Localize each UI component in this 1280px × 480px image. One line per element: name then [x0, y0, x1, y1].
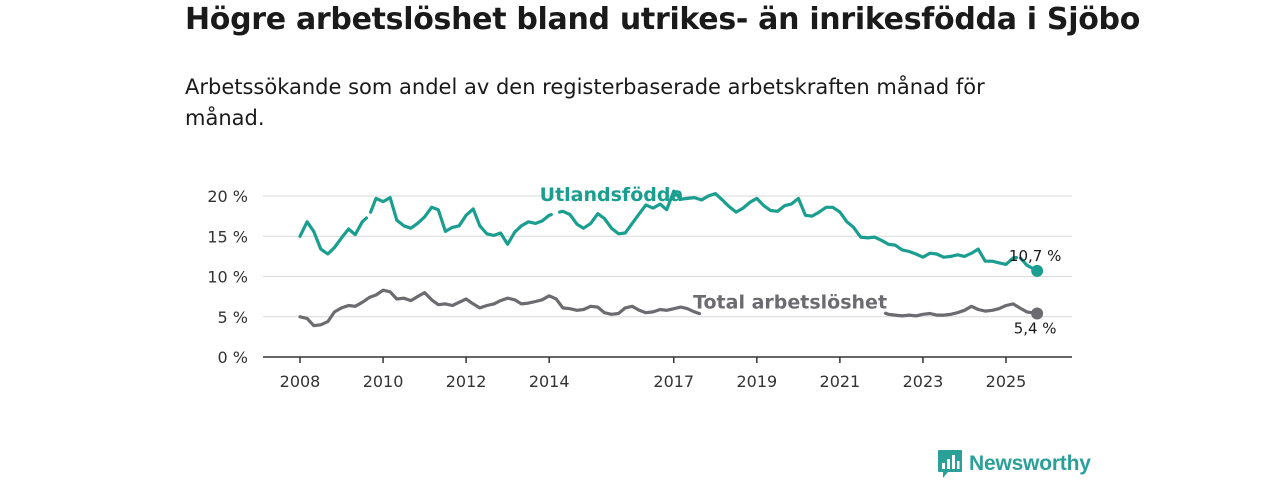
brand-name: Newsworthy	[969, 452, 1091, 475]
x-axis: 2008 2010 2012 2014 2017 2019 2021 2023 2025	[263, 356, 1072, 391]
chart-subtitle: Arbetssökande som andel av den registerb…	[185, 75, 985, 130]
series-line-total-arbetsl-shet	[298, 288, 702, 328]
x-tick-label: 2019	[736, 372, 777, 391]
brand-logo: Newsworthy	[937, 449, 1091, 479]
series-labels: Utlandsfödda Total arbetslöshet	[540, 184, 887, 314]
end-value-label-utlandsf-dda: 10,7 %	[1009, 247, 1061, 265]
x-tick-label: 2023	[903, 372, 944, 391]
x-tick-label: 2017	[653, 372, 694, 391]
end-value-label-total-arbetsl-shet: 5,4 %	[1014, 320, 1057, 338]
y-tick-label: 0 %	[218, 348, 248, 367]
series-lines	[298, 189, 1039, 328]
y-tick-label: 5 %	[218, 308, 248, 327]
grid-lines	[263, 195, 1072, 318]
x-tick-label: 2025	[986, 372, 1027, 391]
x-tick-label: 2008	[280, 372, 321, 391]
y-tick-label: 10 %	[207, 268, 248, 287]
y-tick-label: 15 %	[207, 227, 248, 246]
y-axis-ticks: 0 % 5 % 10 % 15 % 20 %	[207, 187, 248, 367]
series-line-utlandsf-dda	[558, 189, 1018, 266]
x-tick-label: 2014	[529, 372, 570, 391]
newsworthy-logo-icon	[938, 450, 962, 478]
x-tick-label: 2012	[446, 372, 487, 391]
series-line-utlandsf-dda	[369, 196, 553, 246]
series-line-utlandsf-dda	[298, 216, 368, 256]
chart-title: Högre arbetslöshet bland utrikes- än inr…	[185, 2, 1141, 37]
series-label-total-arbetsl-shet: Total arbetslöshet	[693, 292, 887, 314]
y-tick-label: 20 %	[207, 187, 248, 206]
endpoint-dot-total-arbetsl-shet	[1031, 307, 1044, 320]
series-label-utlandsf-dda: Utlandsfödda	[540, 184, 684, 206]
x-tick-label: 2021	[820, 372, 861, 391]
series-line-total-arbetsl-shet	[884, 302, 1039, 318]
series-endpoints: 10,7 % 5,4 %	[1009, 247, 1061, 338]
x-tick-label: 2010	[363, 372, 404, 391]
endpoint-dot-utlandsf-dda	[1031, 264, 1044, 277]
